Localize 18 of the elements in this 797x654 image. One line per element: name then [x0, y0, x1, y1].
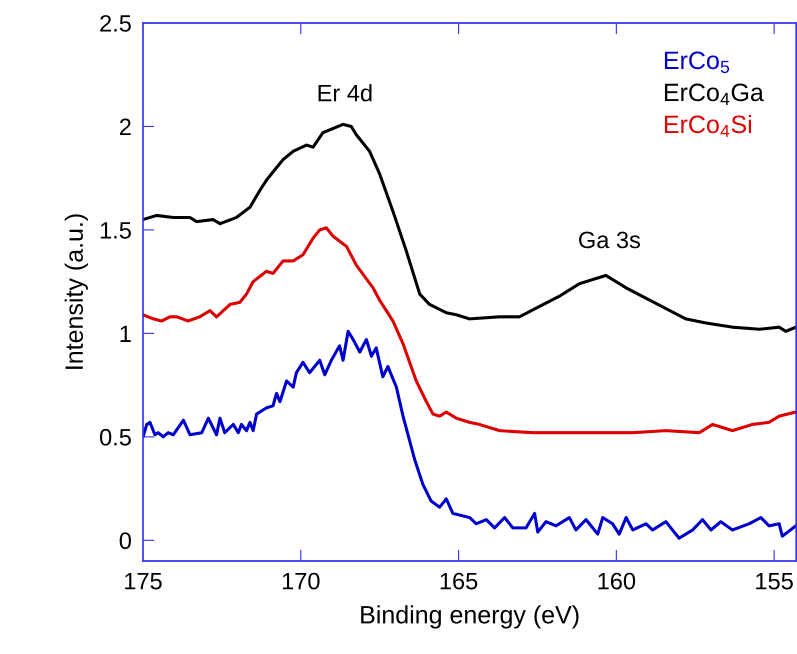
text: ErCo$_{4}$Si: [664, 114, 752, 137]
y-tick-label: 2.5: [100, 15, 131, 32]
x-axis-title: Binding energy (eV): [361, 605, 579, 629]
y-tick-label: 0: [120, 532, 131, 550]
text: ErCo$_{4}$Ga: [664, 84, 764, 105]
annotation: Ga 3s: [579, 232, 640, 248]
text: ErCo$_{5}$: [664, 51, 730, 74]
x-tick-label: 170: [282, 572, 320, 590]
x-tick-label: 160: [598, 572, 636, 590]
x-tick-label: 155: [756, 572, 793, 590]
y-axis-title: Intensity (a.u.): [64, 214, 88, 369]
annotation: Er 4d: [318, 84, 372, 102]
y-tick-label: 1.5: [100, 222, 131, 239]
x-tick-label: 165: [440, 572, 478, 590]
y-tick-label: 0.5: [100, 428, 131, 446]
y-tick-label: 1: [120, 326, 131, 342]
y-tick-label: 2: [120, 118, 131, 136]
x-tick-label: 175: [125, 572, 162, 590]
